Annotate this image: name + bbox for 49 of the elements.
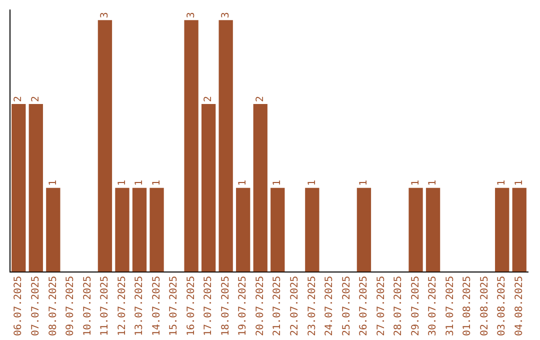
data-label: 2 — [13, 96, 24, 102]
data-label: 1 — [272, 180, 284, 186]
data-label: 3 — [186, 12, 197, 18]
x-tick-label: 14.07.2025 — [151, 276, 162, 336]
x-tick-label: 03.08.2025 — [496, 276, 508, 336]
data-label: 1 — [116, 180, 128, 186]
data-label: 1 — [151, 180, 162, 186]
data-label: 1 — [238, 180, 249, 186]
x-tick-label: 25.07.2025 — [341, 276, 352, 336]
x-tick-label: 15.07.2025 — [168, 276, 180, 336]
x-tick-label: 16.07.2025 — [186, 276, 197, 336]
x-tick-label: 09.07.2025 — [65, 276, 76, 336]
x-tick-label: 02.08.2025 — [479, 276, 490, 336]
data-label: 1 — [514, 180, 525, 186]
data-label: 3 — [220, 12, 232, 18]
x-tick-label: 11.07.2025 — [100, 276, 111, 336]
data-label: 1 — [410, 180, 422, 186]
x-tick-label: 06.07.2025 — [13, 276, 24, 336]
x-tick-label: 24.07.2025 — [324, 276, 336, 336]
data-label: 1 — [134, 180, 146, 186]
data-label: 1 — [48, 180, 59, 186]
x-tick-label: 17.07.2025 — [203, 276, 214, 336]
x-tick-label: 04.08.2025 — [514, 276, 525, 336]
data-label: 3 — [100, 12, 111, 18]
x-tick-label: 30.07.2025 — [428, 276, 439, 336]
x-tick-label: 12.07.2025 — [116, 276, 128, 336]
x-tick-label: 20.07.2025 — [254, 276, 266, 336]
data-label: 1 — [306, 180, 318, 186]
x-tick-label: 10.07.2025 — [82, 276, 94, 336]
data-label: 1 — [496, 180, 508, 186]
x-tick-label: 08.07.2025 — [48, 276, 59, 336]
x-tick-label: 23.07.2025 — [306, 276, 318, 336]
x-tick-label: 28.07.2025 — [393, 276, 404, 336]
x-tick-label: 21.07.2025 — [272, 276, 284, 336]
data-label: 2 — [30, 96, 42, 102]
data-label: 1 — [358, 180, 370, 186]
x-tick-label: 29.07.2025 — [410, 276, 422, 336]
data-label: 1 — [428, 180, 439, 186]
x-tick-label: 07.07.2025 — [30, 276, 42, 336]
x-tick-label: 01.08.2025 — [462, 276, 474, 336]
x-tick-label: 27.07.2025 — [376, 276, 387, 336]
x-tick-label: 13.07.2025 — [134, 276, 146, 336]
x-tick-label: 22.07.2025 — [289, 276, 300, 336]
x-tick-label: 18.07.2025 — [220, 276, 232, 336]
x-tick-label: 19.07.2025 — [238, 276, 249, 336]
data-label: 2 — [254, 96, 266, 102]
x-tick-label: 26.07.2025 — [358, 276, 370, 336]
x-tick-label: 31.07.2025 — [444, 276, 456, 336]
data-label: 2 — [203, 96, 214, 102]
